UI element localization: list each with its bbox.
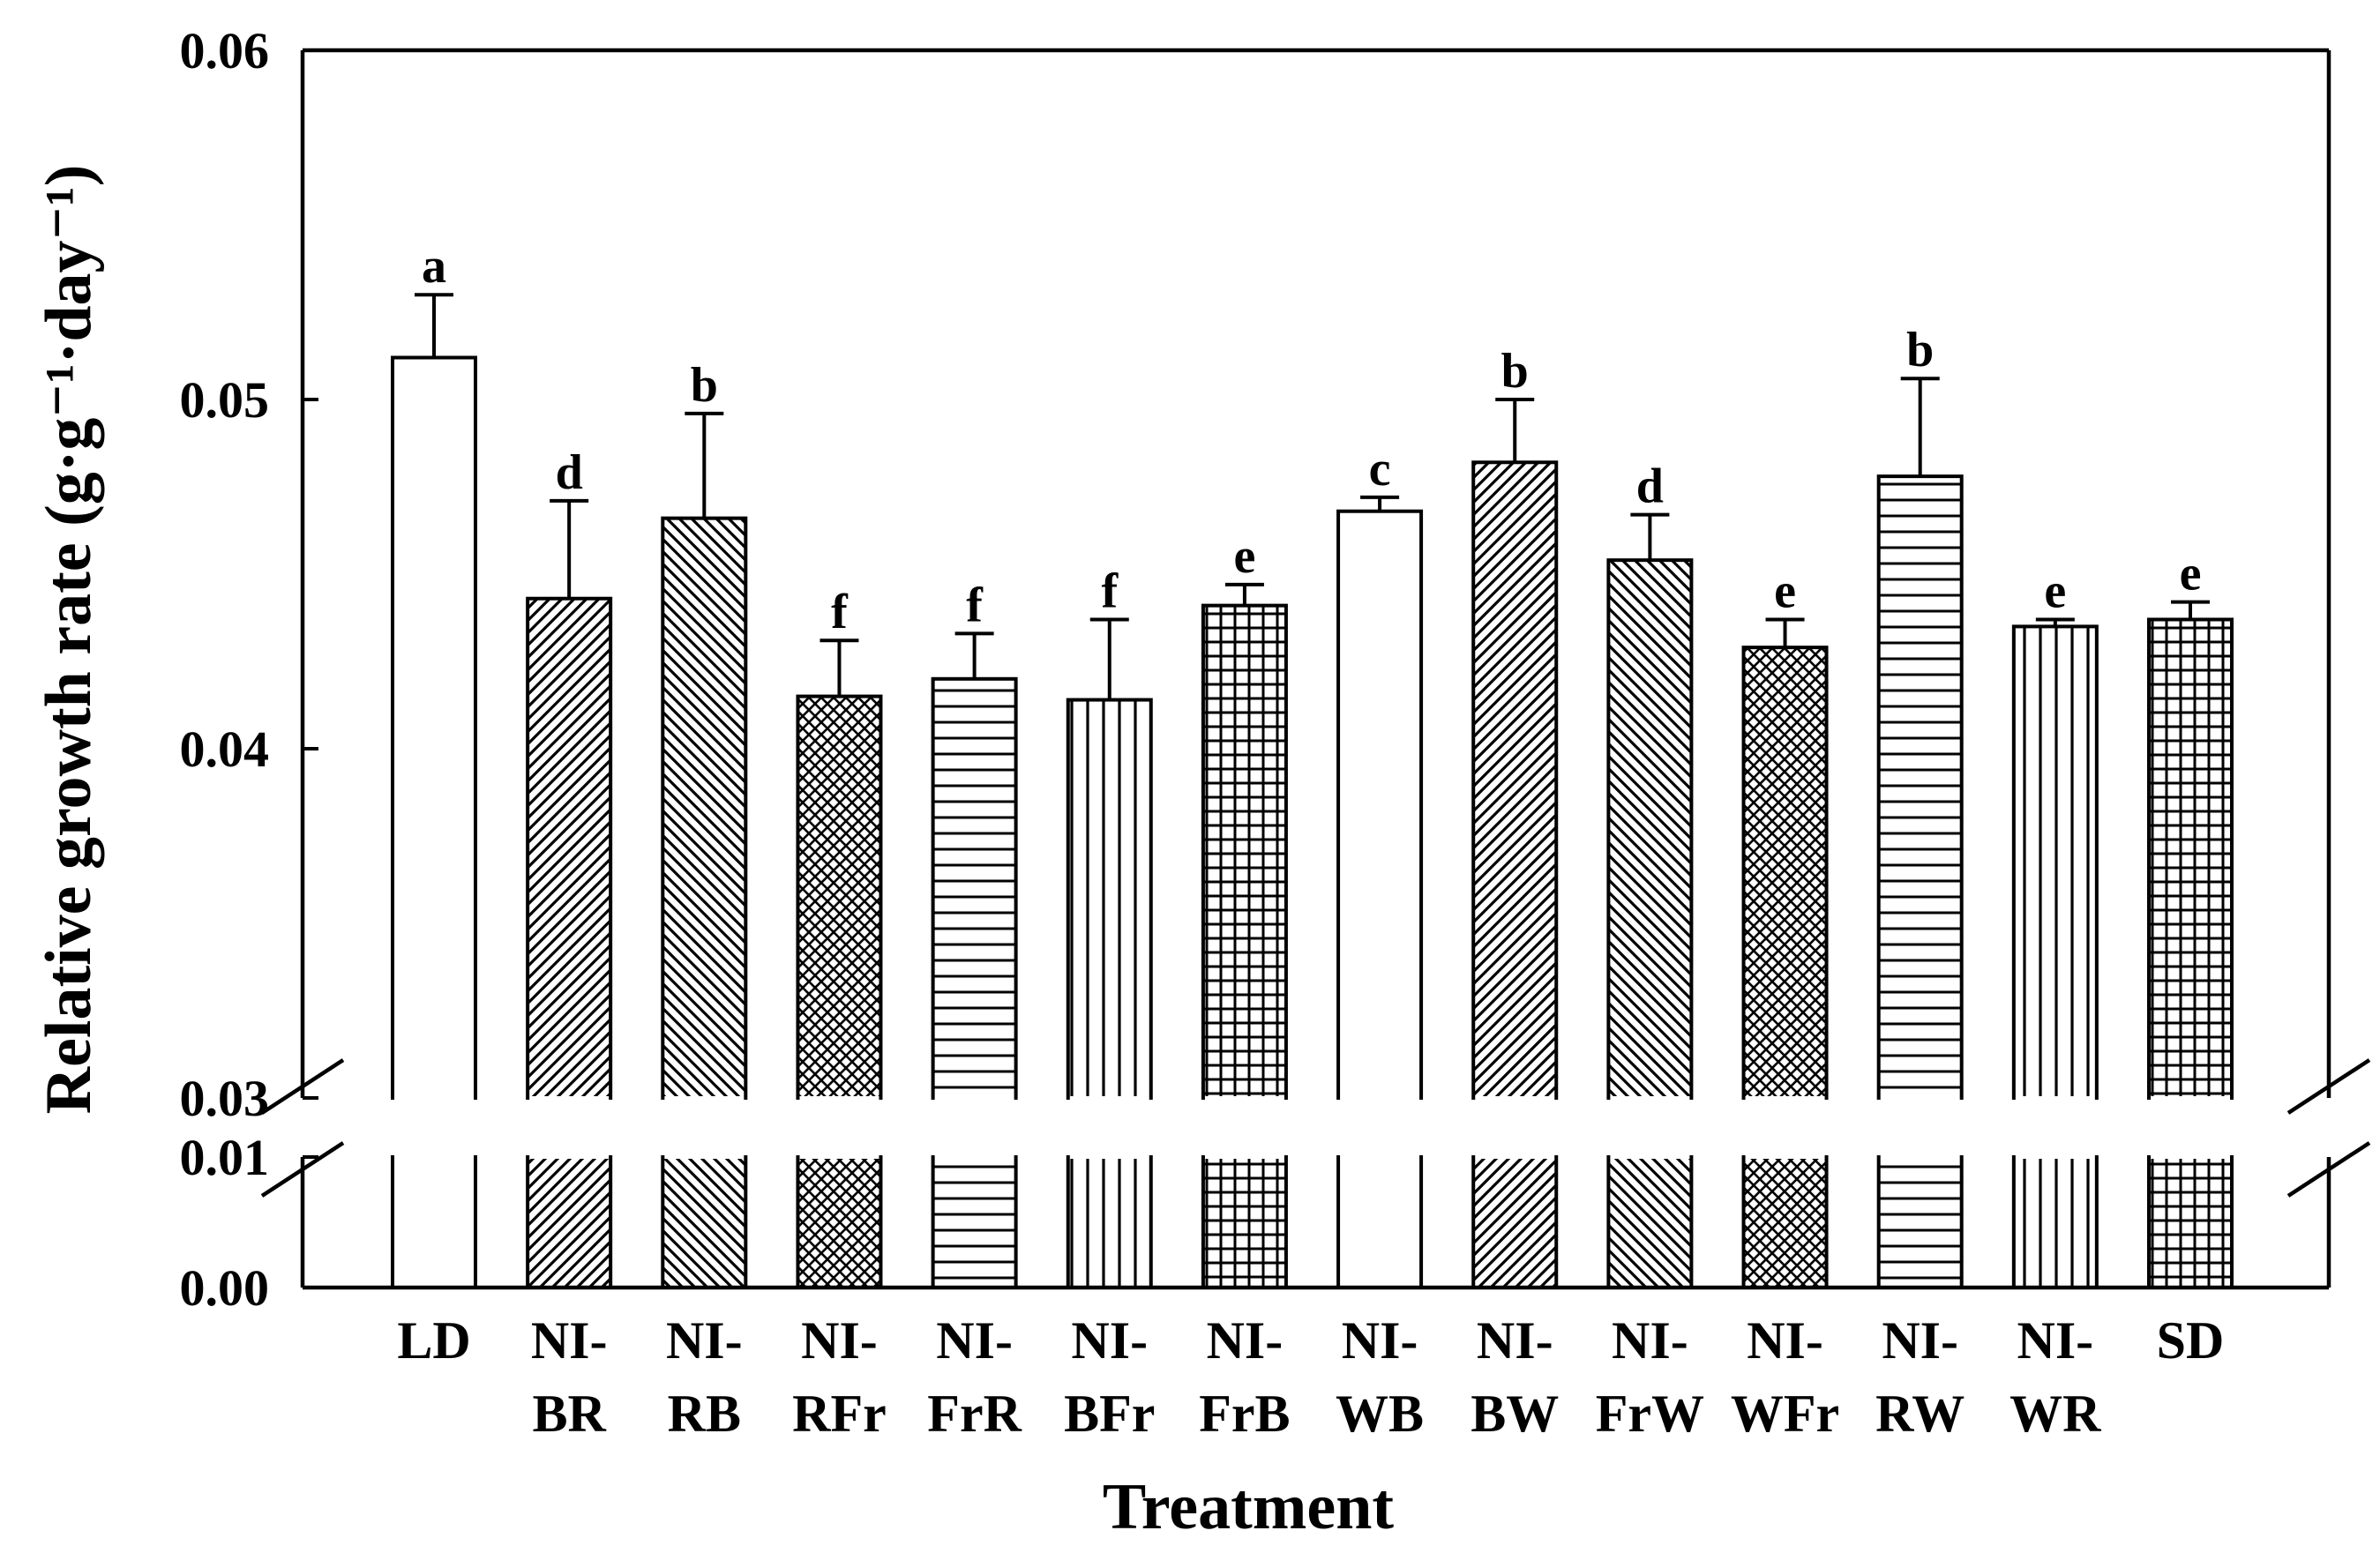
y-tick-label: 0.00 [180, 1259, 270, 1317]
category-label-nibr-line2: BR [532, 1385, 606, 1443]
category-label-niwb: NI- [1342, 1311, 1418, 1370]
bar-lower-nifrr [931, 1155, 1018, 1289]
bar-lower-nifrw [1606, 1155, 1694, 1289]
significance-label-nirfr: f [831, 585, 849, 639]
y-tick-label: 0.03 [180, 1070, 270, 1127]
bar-nibfr [1066, 698, 1153, 1100]
category-label-sd: SD [2157, 1311, 2225, 1370]
category-label-nibfr: NI- [1071, 1311, 1148, 1370]
y-tick-label: 0.04 [180, 721, 270, 778]
significance-label-niwfr: e [1774, 564, 1796, 618]
significance-labels-layer: a d b f f f e c b d e b e e [422, 239, 2201, 639]
category-label-nirfr: NI- [801, 1311, 878, 1370]
bar-sd [2147, 617, 2234, 1100]
bar-ld [391, 355, 477, 1101]
significance-label-niwb: c [1369, 442, 1391, 497]
significance-label-nibw: b [1501, 344, 1529, 399]
category-label-ld: LD [397, 1311, 470, 1370]
significance-label-ld: a [422, 239, 446, 294]
y-tick-label: 0.05 [180, 371, 270, 429]
bar-nirb [661, 516, 748, 1100]
category-label-niwr: NI- [2017, 1311, 2094, 1370]
bar-lower-sd [2147, 1155, 2234, 1289]
significance-label-nibfr: f [1101, 564, 1119, 618]
category-label-niwb-line2: WB [1336, 1385, 1424, 1443]
bar-nifrb [1201, 603, 1288, 1100]
y-tick-label: 0.06 [180, 22, 270, 79]
category-label-nifrw-line2: FrW [1596, 1385, 1704, 1443]
category-labels-layer: LD NI- BR NI- RB NI- RFr NI- FrR NI- BFr NI- FrB NI- W… [397, 1311, 2224, 1443]
bar-nibr [526, 596, 613, 1100]
bar-lower-nibr [526, 1155, 613, 1289]
category-label-niwfr: NI- [1747, 1311, 1823, 1370]
bars-layer [391, 355, 2234, 1289]
category-label-nibr: NI- [531, 1311, 608, 1370]
bar-lower-nirb [661, 1155, 748, 1289]
category-label-nifrb: NI- [1207, 1311, 1284, 1370]
bar-lower-nirw [1876, 1155, 1964, 1289]
bar-lower-nifrb [1201, 1155, 1288, 1289]
y-ticks-layer: 0.03 0.04 0.05 0.06 0.00 0.01 [180, 22, 318, 1317]
axis-break-mark-left-upper [260, 1058, 345, 1115]
category-label-nirw-line2: RW [1875, 1385, 1965, 1443]
category-label-niwfr-line2: WFr [1731, 1385, 1839, 1443]
bar-niwr [2011, 624, 2099, 1100]
bar-nifrw [1606, 558, 1694, 1100]
bar-lower-niwr [2011, 1155, 2099, 1289]
category-label-nirw: NI- [1882, 1311, 1958, 1370]
bar-nirfr [796, 694, 883, 1100]
y-axis-title: Relative growth rate (g·g⁻¹·day⁻¹) [33, 165, 105, 1115]
significance-label-sd: e [2180, 547, 2202, 601]
category-label-nirb: NI- [666, 1311, 743, 1370]
bar-niwfr [1741, 646, 1829, 1100]
category-label-nirfr-line2: RFr [792, 1385, 887, 1443]
significance-label-nirw: b [1906, 323, 1934, 377]
category-label-nibw-line2: BW [1471, 1385, 1559, 1443]
significance-label-nirb: b [691, 358, 718, 413]
axis-break-mark-right-upper [2286, 1058, 2371, 1115]
error-bars-layer [415, 293, 2210, 700]
axis-break-mark-left-lower [260, 1141, 345, 1198]
bar-lower-niwfr [1741, 1155, 1829, 1289]
significance-label-nifrb: e [1233, 529, 1255, 584]
significance-label-nibr: d [556, 445, 583, 500]
bar-lower-ld [391, 1155, 477, 1289]
axis-break-mark-right-lower [2286, 1141, 2371, 1198]
category-label-nifrb-line2: FrB [1199, 1385, 1290, 1443]
category-label-nirb-line2: RB [668, 1385, 741, 1443]
bar-lower-nirfr [796, 1155, 883, 1289]
significance-label-niwr: e [2044, 564, 2066, 618]
bar-niwb [1336, 509, 1424, 1100]
category-label-nibw: NI- [1477, 1311, 1553, 1370]
bar-nirw [1876, 474, 1964, 1100]
bar-lower-niwb [1336, 1155, 1424, 1289]
category-label-nifrr-line2: FrR [927, 1385, 1022, 1443]
bar-nibw [1471, 460, 1559, 1100]
category-label-nifrr: NI- [936, 1311, 1013, 1370]
plot-frame [260, 48, 2371, 1290]
category-label-niwr-line2: WR [2010, 1385, 2101, 1443]
bar-lower-nibfr [1066, 1155, 1153, 1289]
bar-lower-nibw [1471, 1155, 1559, 1289]
category-label-nifrw: NI- [1612, 1311, 1688, 1370]
significance-label-nifrw: d [1636, 459, 1664, 514]
bar-nifrr [931, 676, 1018, 1100]
x-axis-title: Treatment [1103, 1471, 1395, 1543]
significance-label-nifrr: f [966, 578, 984, 632]
category-label-nibfr-line2: BFr [1064, 1385, 1155, 1443]
y-tick-label: 0.01 [180, 1129, 270, 1186]
